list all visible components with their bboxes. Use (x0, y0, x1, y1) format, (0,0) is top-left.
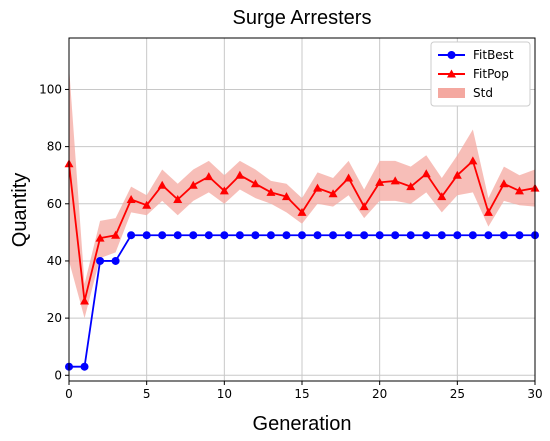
fitpop-point (313, 183, 323, 192)
fitbest-point (189, 231, 198, 240)
x-tick-label: 5 (143, 387, 151, 401)
fitbest-point (329, 231, 338, 240)
fitbest-point (344, 231, 353, 240)
y-tick-label: 60 (47, 197, 62, 211)
fitbest-point (96, 256, 105, 265)
fitbest-point (422, 231, 431, 240)
fitbest-point (158, 231, 167, 240)
fitpop-point (266, 187, 276, 196)
fitpop-point (235, 170, 245, 179)
fitbest-point (298, 231, 306, 240)
y-tick-label: 100 (39, 82, 62, 96)
fitpop-point (204, 172, 214, 181)
y-axis-label: Quantity (9, 173, 31, 247)
chart-title: Surge Arresters (233, 7, 372, 29)
fitbest-point (468, 231, 477, 240)
fitpop-point (452, 170, 462, 179)
fitpop-point (359, 202, 369, 211)
fitpop-point (142, 200, 152, 209)
fitbest-point (111, 256, 120, 265)
fitbest-point (453, 231, 462, 240)
fitbest-point (375, 231, 384, 240)
fitpop-point (499, 179, 509, 188)
y-tick-labels: 0 20 40 60 80 100 (39, 82, 69, 382)
fitpop-point (390, 176, 400, 185)
legend-fitpop-marker (447, 69, 456, 78)
x-tick-labels: 0 5 10 15 20 25 30 (65, 381, 543, 401)
fitbest-point (391, 231, 400, 240)
y-tick-label: 80 (47, 140, 62, 154)
fitpop-point (95, 233, 105, 242)
fitpop-point (111, 230, 121, 239)
fitbest-point (204, 231, 213, 240)
fitpop-point (157, 180, 167, 189)
fitpop-point (126, 194, 136, 203)
legend-std-swatch (438, 88, 465, 98)
legend-fitbest-label: FitBest (473, 48, 514, 62)
fitbest-point (220, 231, 229, 240)
fitbest-point (515, 231, 524, 240)
fitpop-point (250, 179, 260, 188)
legend-fitpop-label: FitPop (473, 67, 509, 81)
fitbest-point (235, 231, 244, 240)
fitpop-point (281, 192, 291, 201)
fitbest-point (173, 231, 182, 240)
x-tick-label: 30 (527, 387, 542, 401)
fitbest-point (484, 231, 493, 240)
fitbest-point (499, 231, 508, 240)
fitpop-point (297, 207, 307, 216)
x-tick-label: 0 (65, 387, 73, 401)
fitpop-point (80, 296, 90, 305)
x-tick-label: 20 (372, 387, 387, 401)
fitbest-point (406, 231, 415, 240)
fitbest-point (360, 231, 369, 240)
legend-fitbest-marker (447, 51, 456, 59)
series-layer (64, 156, 540, 371)
x-axis-label: Generation (253, 413, 352, 435)
fitpop-point (173, 194, 183, 203)
fitpop-point (468, 156, 478, 165)
fitbest-point (127, 231, 136, 240)
x-tick-label: 15 (294, 387, 309, 401)
fitpop-point (514, 186, 524, 195)
fitpop-point (375, 177, 385, 186)
legend: FitBest FitPop Std (430, 41, 531, 107)
fitbest-point (313, 231, 322, 240)
fitbest-point (266, 231, 275, 240)
fitpop-point (344, 173, 354, 182)
x-tick-label: 10 (217, 387, 232, 401)
fitpop-point (188, 180, 198, 189)
legend-std-label: Std (473, 86, 493, 100)
fitpop-point (483, 207, 493, 216)
fitpop-point (328, 189, 338, 198)
fitpop-point (219, 186, 229, 195)
y-tick-label: 20 (47, 311, 62, 325)
x-tick-label: 25 (450, 387, 465, 401)
fitpop-point (421, 169, 431, 178)
fitbest-point (282, 231, 291, 240)
fitbest-point (142, 231, 151, 240)
y-tick-label: 40 (47, 254, 62, 268)
fitbest-point (437, 231, 446, 240)
fitpop-point (406, 182, 416, 191)
fitpop-point (437, 192, 447, 201)
fitbest-point (251, 231, 260, 240)
fitbest-point (80, 362, 89, 371)
y-tick-label: 0 (54, 368, 62, 382)
